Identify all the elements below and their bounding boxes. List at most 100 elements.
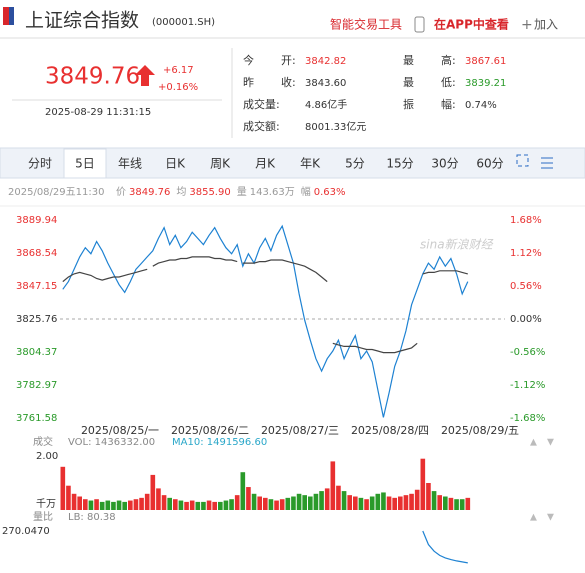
x-tick-label: 2025/08/28/四 [351, 424, 429, 437]
volume-bar [144, 493, 150, 510]
y-tick-label: 3761.58 [16, 413, 57, 424]
volume-bar [184, 501, 189, 510]
volume-bar [212, 501, 217, 510]
volume-bar [308, 496, 313, 510]
stat-label: 成交量: [243, 97, 280, 111]
tab[interactable]: 分时 [28, 157, 52, 171]
volume-bar [465, 497, 471, 510]
volume-bar [139, 497, 144, 510]
volume-bar [178, 500, 184, 510]
menu-icon[interactable] [541, 157, 553, 169]
volume-bar [319, 491, 324, 510]
y-tick-label: 2.00 [36, 451, 58, 462]
x-tick-label: 2025/08/29/五 [441, 424, 519, 437]
time: 2025-08-29 11:31:15 [45, 107, 151, 118]
stat-value: 0.74% [465, 100, 497, 111]
change-pct: +0.16% [158, 82, 198, 93]
y-tick-label: 3889.94 [16, 215, 57, 226]
stat-value: 3867.61 [465, 56, 506, 67]
volume-bar [381, 492, 386, 510]
price-line [62, 224, 469, 418]
volume-bar [156, 488, 161, 510]
stat-label: 振 幅: [403, 97, 456, 111]
volume-bar [364, 499, 369, 510]
arrow-down: ▼ [547, 513, 554, 523]
volume-bar [392, 497, 397, 510]
volume-bar [437, 495, 442, 510]
volume-bar [431, 491, 437, 510]
tab[interactable]: 日K [165, 157, 186, 171]
stat-label: 最 低: [403, 76, 456, 89]
volume-bar [66, 485, 71, 510]
volume-bar [414, 489, 420, 510]
y-tick-label: 270.0470 [2, 526, 50, 537]
volume-bar [420, 458, 426, 510]
tab[interactable]: 周K [210, 157, 231, 171]
tab[interactable]: 年K [300, 157, 321, 171]
stat-label: 昨 收: [243, 75, 296, 89]
volume-bar [347, 495, 352, 510]
volume-bar [274, 500, 279, 510]
y2-tick-label: -1.68% [510, 413, 545, 424]
volume-bar [291, 496, 296, 510]
avg-line [62, 268, 148, 283]
volume-bar [161, 495, 167, 510]
active-tab[interactable] [63, 148, 107, 179]
volume-bar [88, 500, 94, 510]
add-button[interactable]: 加入 [534, 18, 558, 32]
tools-link[interactable]: 智能交易工具 [330, 17, 402, 32]
volume-bar [302, 495, 307, 510]
y2-tick-label: 1.68% [510, 215, 542, 226]
y-tick-label: 3847.15 [16, 281, 57, 292]
avg-line [332, 342, 418, 354]
volume-bar [403, 495, 409, 510]
tab[interactable]: 年线 [118, 157, 142, 171]
tab[interactable]: 30分 [431, 157, 458, 171]
fullscreen-icon[interactable] [516, 154, 529, 167]
volume-bar [324, 488, 330, 510]
x-tick-label: 2025/08/25/一 [81, 424, 159, 437]
volume-bar [173, 499, 178, 510]
stat-value: 3843.60 [305, 78, 346, 89]
arrow-up: ▲ [530, 438, 537, 448]
info-value: 143.63万 [250, 187, 295, 198]
stat-value: 8001.33亿元 [305, 120, 366, 133]
avg-line [242, 259, 328, 283]
volume-bar [285, 497, 291, 510]
code: (000001.SH) [152, 17, 215, 28]
unit-label: 千万 [36, 498, 56, 510]
info-value: 3855.90 [189, 187, 230, 198]
tab[interactable]: 15分 [386, 157, 413, 171]
x-tick-label: 2025/08/27/三 [261, 424, 339, 437]
y2-tick-label: 0.00% [510, 314, 542, 325]
volume-bar [263, 497, 268, 510]
y2-tick-label: -0.56% [510, 347, 545, 358]
volume-bar [60, 466, 66, 510]
volume-bar [341, 491, 347, 510]
volume-bar [336, 485, 341, 510]
volume-bar [133, 499, 139, 510]
volume-bar [128, 500, 133, 510]
x-tick-label: 2025/08/26/二 [171, 424, 249, 437]
info-label: 均 [176, 186, 186, 198]
y-tick-label: 3804.37 [16, 347, 57, 358]
volume-bar [330, 461, 336, 510]
volume-bar [448, 497, 454, 510]
tab[interactable]: 60分 [476, 157, 503, 171]
panel-annotation: MA10: 1491596.60 [172, 437, 267, 448]
arrow-up: ▲ [530, 513, 537, 523]
volume-bar [240, 472, 246, 510]
app-link[interactable]: 在APP中查看 [434, 17, 509, 32]
volume-bar [409, 493, 414, 510]
volume-bar [71, 493, 77, 510]
tab[interactable]: 月K [255, 157, 276, 171]
volume-bar [218, 501, 223, 510]
tab[interactable]: 5分 [345, 157, 365, 171]
y2-tick-label: -1.12% [510, 380, 545, 391]
title: 上证综合指数 [25, 10, 139, 32]
volume-bar [358, 497, 364, 510]
volume-bar [257, 496, 262, 510]
avg-line [422, 270, 468, 275]
tab[interactable]: 5日 [75, 157, 95, 171]
